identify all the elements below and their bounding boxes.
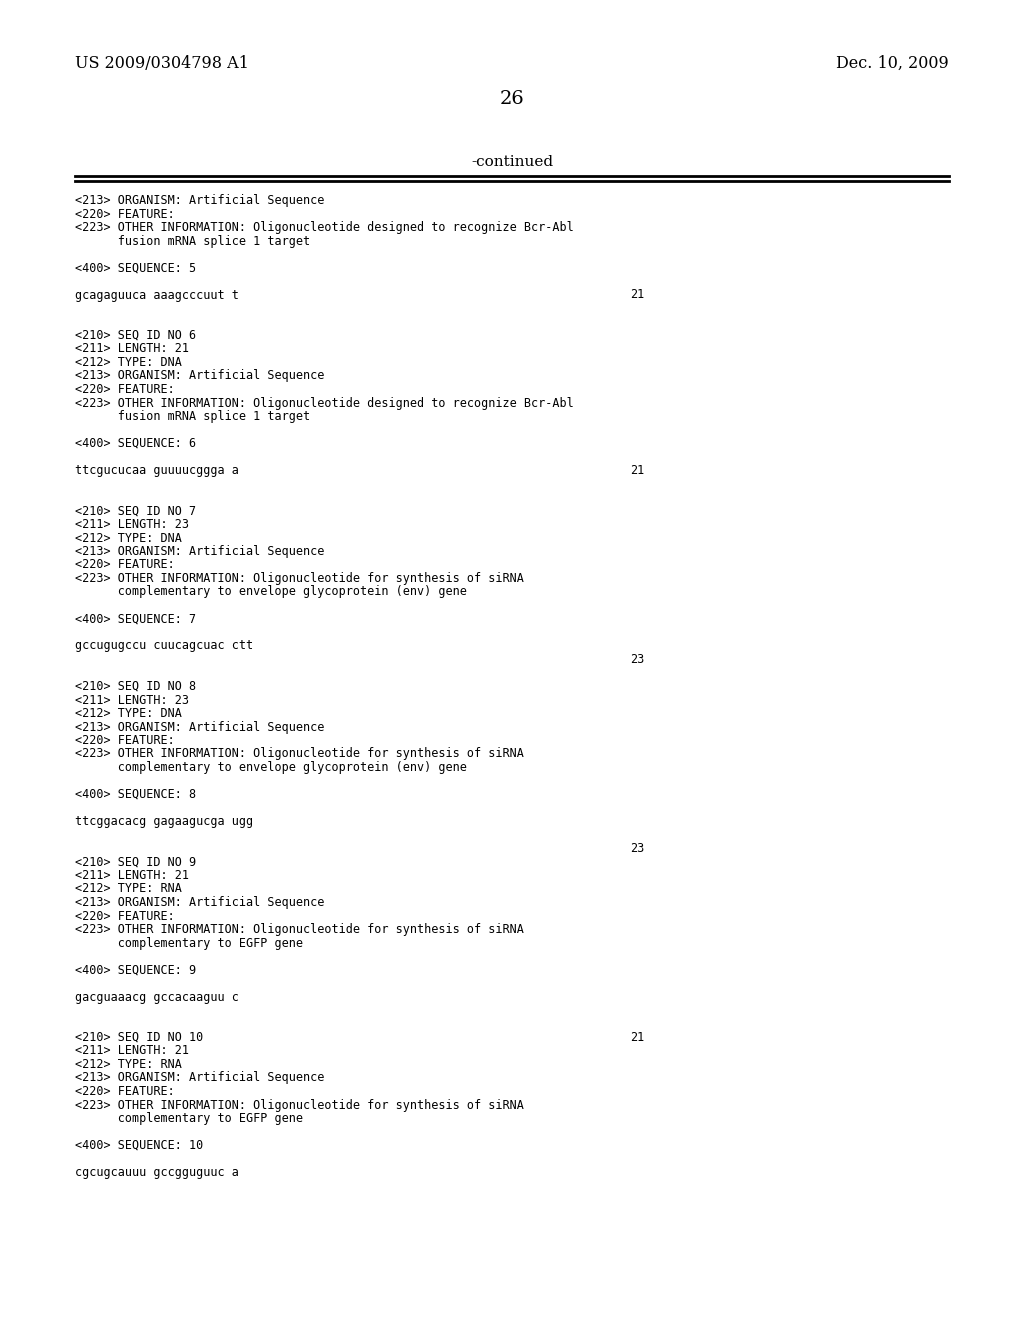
- Text: <210> SEQ ID NO 8: <210> SEQ ID NO 8: [75, 680, 197, 693]
- Text: gacguaaacg gccacaaguu c: gacguaaacg gccacaaguu c: [75, 990, 239, 1003]
- Text: <210> SEQ ID NO 10: <210> SEQ ID NO 10: [75, 1031, 203, 1044]
- Text: <223> OTHER INFORMATION: Oligonucleotide designed to recognize Bcr-Abl: <223> OTHER INFORMATION: Oligonucleotide…: [75, 396, 573, 409]
- Text: ttcgucucaa guuuucggga a: ttcgucucaa guuuucggga a: [75, 465, 239, 477]
- Text: <213> ORGANISM: Artificial Sequence: <213> ORGANISM: Artificial Sequence: [75, 545, 325, 558]
- Text: <211> LENGTH: 21: <211> LENGTH: 21: [75, 342, 189, 355]
- Text: <220> FEATURE:: <220> FEATURE:: [75, 734, 175, 747]
- Text: ttcggacacg gagaagucga ugg: ttcggacacg gagaagucga ugg: [75, 814, 253, 828]
- Text: US 2009/0304798 A1: US 2009/0304798 A1: [75, 55, 249, 73]
- Text: <400> SEQUENCE: 9: <400> SEQUENCE: 9: [75, 964, 197, 977]
- Text: <220> FEATURE:: <220> FEATURE:: [75, 383, 175, 396]
- Text: <400> SEQUENCE: 7: <400> SEQUENCE: 7: [75, 612, 197, 626]
- Text: <213> ORGANISM: Artificial Sequence: <213> ORGANISM: Artificial Sequence: [75, 1072, 325, 1085]
- Text: <211> LENGTH: 23: <211> LENGTH: 23: [75, 693, 189, 706]
- Text: <220> FEATURE:: <220> FEATURE:: [75, 1085, 175, 1098]
- Text: 23: 23: [630, 842, 644, 855]
- Text: Dec. 10, 2009: Dec. 10, 2009: [837, 55, 949, 73]
- Text: <223> OTHER INFORMATION: Oligonucleotide for synthesis of siRNA: <223> OTHER INFORMATION: Oligonucleotide…: [75, 572, 524, 585]
- Text: <223> OTHER INFORMATION: Oligonucleotide designed to recognize Bcr-Abl: <223> OTHER INFORMATION: Oligonucleotide…: [75, 220, 573, 234]
- Text: <212> TYPE: DNA: <212> TYPE: DNA: [75, 708, 182, 719]
- Text: fusion mRNA splice 1 target: fusion mRNA splice 1 target: [75, 411, 310, 422]
- Text: <210> SEQ ID NO 9: <210> SEQ ID NO 9: [75, 855, 197, 869]
- Text: -continued: -continued: [471, 154, 553, 169]
- Text: 23: 23: [630, 653, 644, 667]
- Text: <220> FEATURE:: <220> FEATURE:: [75, 909, 175, 923]
- Text: <210> SEQ ID NO 6: <210> SEQ ID NO 6: [75, 329, 197, 342]
- Text: <223> OTHER INFORMATION: Oligonucleotide for synthesis of siRNA: <223> OTHER INFORMATION: Oligonucleotide…: [75, 747, 524, 760]
- Text: complementary to envelope glycoprotein (env) gene: complementary to envelope glycoprotein (…: [75, 762, 467, 774]
- Text: <212> TYPE: RNA: <212> TYPE: RNA: [75, 883, 182, 895]
- Text: <220> FEATURE:: <220> FEATURE:: [75, 558, 175, 572]
- Text: <400> SEQUENCE: 8: <400> SEQUENCE: 8: [75, 788, 197, 801]
- Text: 26: 26: [500, 90, 524, 108]
- Text: <212> TYPE: DNA: <212> TYPE: DNA: [75, 532, 182, 544]
- Text: <212> TYPE: DNA: <212> TYPE: DNA: [75, 356, 182, 370]
- Text: complementary to envelope glycoprotein (env) gene: complementary to envelope glycoprotein (…: [75, 586, 467, 598]
- Text: fusion mRNA splice 1 target: fusion mRNA splice 1 target: [75, 235, 310, 248]
- Text: <211> LENGTH: 21: <211> LENGTH: 21: [75, 1044, 189, 1057]
- Text: <211> LENGTH: 23: <211> LENGTH: 23: [75, 517, 189, 531]
- Text: <400> SEQUENCE: 10: <400> SEQUENCE: 10: [75, 1139, 203, 1152]
- Text: <400> SEQUENCE: 6: <400> SEQUENCE: 6: [75, 437, 197, 450]
- Text: complementary to EGFP gene: complementary to EGFP gene: [75, 936, 303, 949]
- Text: 21: 21: [630, 1031, 644, 1044]
- Text: <211> LENGTH: 21: <211> LENGTH: 21: [75, 869, 189, 882]
- Text: <220> FEATURE:: <220> FEATURE:: [75, 207, 175, 220]
- Text: <223> OTHER INFORMATION: Oligonucleotide for synthesis of siRNA: <223> OTHER INFORMATION: Oligonucleotide…: [75, 1098, 524, 1111]
- Text: <400> SEQUENCE: 5: <400> SEQUENCE: 5: [75, 261, 197, 275]
- Text: <213> ORGANISM: Artificial Sequence: <213> ORGANISM: Artificial Sequence: [75, 896, 325, 909]
- Text: cgcugcauuu gccgguguuc a: cgcugcauuu gccgguguuc a: [75, 1166, 239, 1179]
- Text: <213> ORGANISM: Artificial Sequence: <213> ORGANISM: Artificial Sequence: [75, 721, 325, 734]
- Text: 21: 21: [630, 465, 644, 477]
- Text: gccugugccu cuucagcuac ctt: gccugugccu cuucagcuac ctt: [75, 639, 253, 652]
- Text: <213> ORGANISM: Artificial Sequence: <213> ORGANISM: Artificial Sequence: [75, 194, 325, 207]
- Text: <212> TYPE: RNA: <212> TYPE: RNA: [75, 1059, 182, 1071]
- Text: complementary to EGFP gene: complementary to EGFP gene: [75, 1111, 303, 1125]
- Text: 21: 21: [630, 289, 644, 301]
- Text: <223> OTHER INFORMATION: Oligonucleotide for synthesis of siRNA: <223> OTHER INFORMATION: Oligonucleotide…: [75, 923, 524, 936]
- Text: gcagaguuca aaagcccuut t: gcagaguuca aaagcccuut t: [75, 289, 239, 301]
- Text: <210> SEQ ID NO 7: <210> SEQ ID NO 7: [75, 504, 197, 517]
- Text: <213> ORGANISM: Artificial Sequence: <213> ORGANISM: Artificial Sequence: [75, 370, 325, 383]
